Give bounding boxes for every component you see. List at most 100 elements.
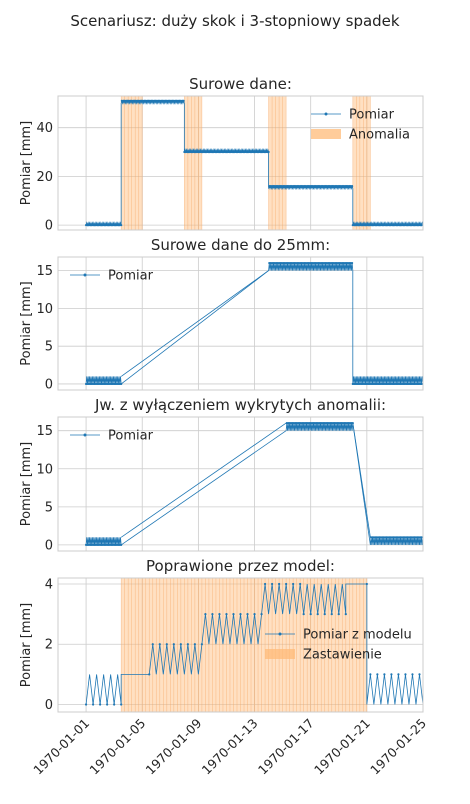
plot-area [84, 421, 423, 547]
data-point [263, 582, 267, 586]
data-point [120, 382, 123, 386]
data-point [390, 673, 393, 676]
series-bridge-line [120, 270, 269, 377]
data-point [165, 643, 168, 646]
x-tick-label: 1970-01-09 [143, 715, 205, 777]
figure-title: Scenariusz: duży skok i 3-stopniowy spad… [70, 12, 400, 30]
legend-label: Pomiar [349, 108, 395, 123]
data-point [351, 261, 354, 265]
data-point [113, 703, 116, 706]
y-axis-label: Pomiar [mm] [19, 442, 34, 527]
legend-label: Zastawienie [303, 648, 382, 663]
data-point [267, 150, 270, 154]
y-axis-label: Pomiar [mm] [19, 281, 34, 366]
x-tick-label: 1970-01-21 [311, 716, 373, 778]
y-tick-label: 20 [36, 170, 53, 185]
data-point [309, 613, 312, 616]
panel-title: Surowe dane: [189, 75, 292, 93]
data-point [193, 643, 196, 646]
y-tick-label: 10 [36, 462, 53, 477]
data-point [120, 703, 123, 706]
data-point [418, 673, 421, 676]
axes-frame [57, 256, 424, 391]
data-point [246, 613, 249, 616]
y-tick-label: 2 [45, 638, 53, 653]
data-point [204, 613, 207, 616]
plot-area [84, 96, 423, 230]
axes-frame [57, 577, 424, 713]
panel-title: Surowe dane do 25mm: [151, 236, 330, 254]
y-tick-label: 0 [45, 698, 53, 713]
data-point [239, 613, 242, 616]
data-point [302, 613, 305, 616]
data-point [376, 673, 379, 676]
legend-label: Pomiar [108, 429, 154, 444]
data-point [278, 582, 281, 586]
legend-marker-swatch [83, 433, 87, 437]
data-point [411, 673, 414, 676]
data-point [218, 613, 221, 616]
data-point [186, 643, 189, 646]
data-point [179, 643, 182, 646]
y-axis-label: Pomiar [mm] [19, 121, 34, 206]
y-tick-label: 15 [36, 264, 53, 279]
data-point [270, 582, 274, 586]
legend-label: Pomiar z modelu [303, 628, 412, 643]
data-point [182, 99, 185, 102]
data-point [337, 613, 340, 616]
data-point [404, 673, 407, 676]
panel-title: Poprawione przez model: [146, 557, 335, 575]
panel-title: Jw. z wyłączeniem wykrytych anomalii: [94, 396, 386, 414]
data-point [120, 543, 123, 547]
legend-span-swatch [265, 649, 295, 659]
data-point [91, 703, 95, 706]
series-bridge-line [352, 423, 371, 538]
legend: Pomiar [70, 429, 154, 444]
series-bridge-line [120, 422, 287, 538]
x-tick-label: 1970-01-13 [199, 716, 261, 778]
chart-panel-4: 0 2 4 Pomiar [mm] Poprawione przez model: Pom… [19, 557, 429, 777]
anomaly-span [184, 96, 202, 230]
anomaly-span [268, 96, 287, 230]
data-point [151, 643, 154, 646]
data-point [383, 673, 386, 676]
y-tick-label: 0 [45, 377, 53, 392]
data-point [172, 643, 175, 646]
data-point [292, 582, 295, 586]
series-line [85, 423, 423, 546]
y-tick-label: 0 [45, 538, 53, 553]
data-point [285, 582, 288, 586]
y-axis-label: Pomiar [mm] [19, 603, 34, 688]
legend: Pomiar z modelu Zastawienie [265, 628, 412, 663]
data-point [158, 643, 161, 646]
data-point [120, 224, 123, 227]
data-point [316, 613, 319, 616]
data-point [397, 673, 400, 676]
y-tick-label: 0 [45, 219, 53, 234]
y-tick-label: 5 [45, 340, 53, 355]
data-point [351, 421, 354, 425]
y-tick-label: 10 [36, 302, 53, 317]
data-point [260, 613, 263, 616]
data-point [84, 703, 88, 706]
axes-frame [57, 416, 424, 552]
data-point [369, 673, 372, 676]
series-line [85, 583, 423, 705]
legend-marker-swatch [278, 632, 282, 636]
data-point [211, 613, 214, 616]
x-tick-label: 1970-01-05 [86, 716, 148, 778]
plot-area [84, 261, 423, 386]
data-point [323, 613, 326, 616]
y-tick-label: 4 [45, 578, 53, 593]
data-point [344, 613, 347, 616]
y-tick-label: 5 [45, 500, 53, 515]
legend: Pomiar [70, 269, 154, 284]
axes-frame [57, 95, 424, 231]
data-point [225, 613, 228, 616]
legend-span-swatch [311, 129, 341, 139]
